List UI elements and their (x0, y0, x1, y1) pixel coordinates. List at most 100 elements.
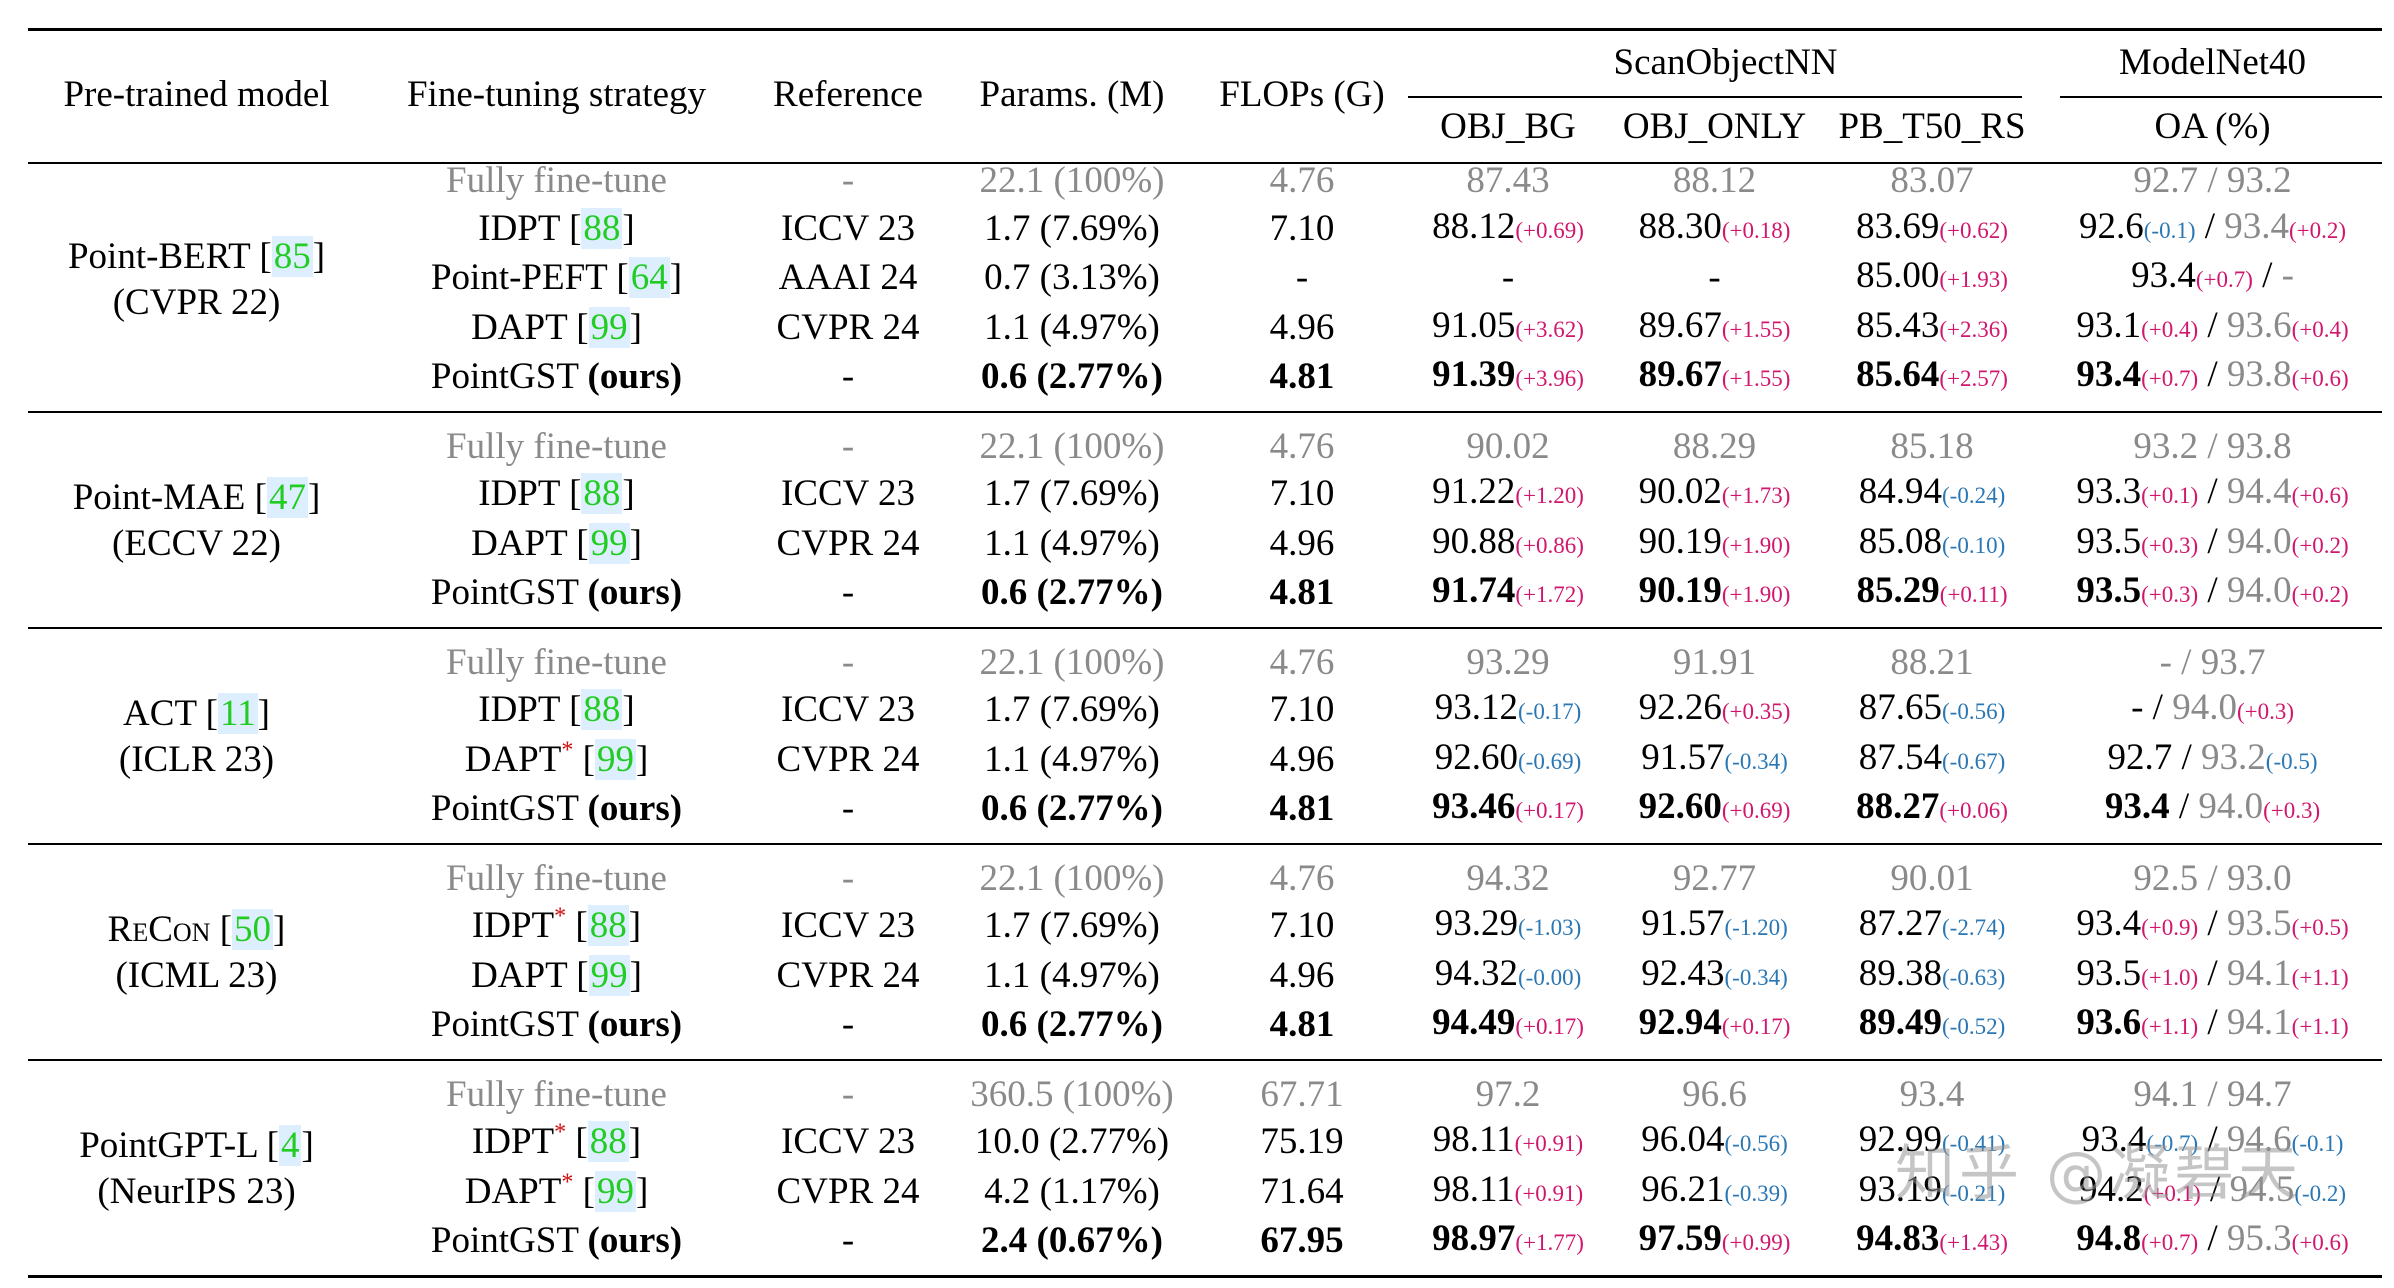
oa-vote-value: 93.2 (2201, 736, 2266, 778)
strategy-cell: Fully fine-tune (365, 640, 748, 686)
oa-scratch-value: 93.5 (2076, 952, 2142, 994)
oa-cell: 92.6(-0.1) / 93.4(+0.2) (2079, 205, 2347, 247)
col-obj-only: OBJ_ONLY (1622, 105, 1807, 147)
flops-cell: 4.81 (1269, 572, 1335, 613)
reference-cell: CVPR 24 (776, 738, 920, 780)
strategy-cell: IDPT [88] (478, 473, 635, 514)
strategy-name: IDPT (478, 473, 560, 514)
citation-link: 88 (581, 473, 623, 514)
delta-value: (+2.57) (1939, 366, 2008, 391)
col-strategy: Fine-tuning strategy (406, 73, 707, 115)
metric-cell: 89.67(+1.55) (1608, 303, 1821, 353)
metric-cell: 88.27(+0.06) (1821, 784, 2043, 834)
strategy-name: DAPT (471, 306, 568, 348)
watermark: 知乎 @凝碧天 (1895, 1139, 2303, 1209)
table-row: Point-PEFT [64] AAAI 24 0.7 (3.13%) - - - 85.0… (28, 253, 2382, 303)
model-venue: (ICLR 23) (118, 738, 275, 780)
oa-vote-value: 94.1 (2226, 952, 2292, 994)
ours-label: (ours) (587, 356, 683, 397)
reference-cell: - (841, 1073, 855, 1115)
metric-cell: 91.39(+3.96) (1408, 352, 1608, 402)
metric-cell: 92.77 (1608, 856, 1821, 902)
metric-cell: 94.32(-0.00) (1408, 951, 1608, 1001)
metric-cell: 83.07 (1821, 158, 2043, 204)
group-separator-rule (28, 842, 2382, 845)
metric-value: 90.88 (1432, 520, 1516, 562)
delta-value: (+1.93) (1939, 267, 2008, 292)
metric-cell: 84.94(-0.24) (1821, 469, 2043, 519)
flops-cell: 67.71 (1260, 1073, 1344, 1115)
metric-value: 93.46 (1432, 786, 1516, 827)
reference-cell: - (841, 356, 855, 397)
oa-vote-value: 94.0 (2198, 786, 2264, 827)
oa-scratch-value: 93.4 (2076, 903, 2142, 944)
delta-value: (-0.67) (1942, 748, 2006, 774)
metric-value: 87.54 (1858, 736, 1943, 778)
metric-cell: 90.02 (1408, 424, 1608, 470)
params-cell: 22.1 (100%) (979, 425, 1165, 467)
delta-value: (+0.69) (1515, 217, 1584, 243)
strategy-cell: IDPT [88] (478, 689, 635, 730)
strategy-cell: IDPT [88] (478, 207, 635, 249)
metric-cell: 93.46(+0.17) (1408, 784, 1608, 834)
spacer-cell (28, 618, 2382, 640)
metric-cell: - (1608, 253, 1821, 303)
oa-scratch-value: 94.1 (2133, 1073, 2199, 1115)
table-row: ACT [11] (ICLR 23) Fully fine-tune - 22.1 (1… (28, 640, 2382, 780)
oa-vote-value: 93.7 (2200, 641, 2266, 683)
reference-cell: - (841, 788, 855, 829)
flops-cell: 4.81 (1269, 356, 1335, 397)
metric-cell: 88.12(+0.69) (1408, 204, 1608, 254)
oa-vote-value: 93.4 (2224, 205, 2290, 247)
metric-cell: 85.08(-0.10) (1821, 519, 2043, 569)
table-row: PointGST (ours) -0.6 (2.77%) 4.81 91.74(+1.… (28, 568, 2382, 618)
oa-cell: - / 94.0(+0.3) (2131, 687, 2294, 728)
metric-cell: 91.57(-1.20) (1608, 901, 1821, 951)
model-name: Point-BERT (67, 236, 251, 278)
metric-cell: 94.83(+1.43) (1821, 1216, 2043, 1266)
metric-value: 91.05 (1432, 304, 1516, 346)
table-row: IDPT* [88] ICCV 23 10.0 (2.77%) 75.19 98.11(… (28, 1117, 2382, 1167)
metric-value: 94.32 (1434, 952, 1518, 994)
metric-cell: 87.65(-0.56) (1821, 685, 2043, 735)
metric-cell: 88.12 (1608, 158, 1821, 204)
oa-cell: 93.4 / 94.0(+0.3) (2104, 786, 2321, 827)
ours-label: (ours) (587, 1220, 683, 1261)
col-pretrained: Pre-trained model (63, 73, 330, 115)
metric-cell: 96.6 (1608, 1072, 1821, 1118)
delta-value: (-2.74) (1942, 915, 2006, 940)
metric-cell: 94.49(+0.17) (1408, 1000, 1608, 1050)
oa-vote-value: 94.1 (2226, 1002, 2292, 1043)
metric-value: 92.99 (1858, 1119, 1943, 1160)
metric-cell: 87.43 (1408, 158, 1608, 204)
params-cell: 0.6 (2.77%) (981, 1004, 1163, 1045)
table-row: DAPT* [99] CVPR 24 1.1 (4.97%) 4.96 92.60(-0… (28, 735, 2382, 785)
metric-cell: 93.12(-0.17) (1408, 685, 1608, 735)
reference-cell: - (841, 1004, 855, 1045)
table-row: IDPT* [88] ICCV 23 1.7 (7.69%) 7.10 93.29(-1… (28, 901, 2382, 951)
asterisk-mark: * (554, 1119, 567, 1146)
col-params: Params. (M) (979, 73, 1165, 115)
metric-cell: 91.74(+1.72) (1408, 568, 1608, 618)
delta-value: (+0.6) (2291, 366, 2349, 391)
model-venue: (NeurIPS 23) (97, 1170, 296, 1212)
delta-value: (+1.55) (1721, 316, 1791, 342)
citation-link: 99 (588, 954, 630, 996)
params-cell: 360.5 (100%) (970, 1073, 1174, 1115)
flops-cell: 4.96 (1269, 306, 1335, 348)
metric-cell: 92.60(-0.69) (1408, 735, 1608, 785)
metric-value: 83.07 (1890, 160, 1974, 201)
flops-cell: 75.19 (1260, 1121, 1344, 1162)
oa-vote-value: 93.5 (2226, 903, 2292, 944)
flops-cell: 4.76 (1269, 857, 1335, 899)
reference-cell: CVPR 24 (776, 1170, 920, 1212)
col-scanobjectnn: ScanObjectNN (1613, 41, 1838, 83)
oa-cell: 93.5(+0.3) / 94.0(+0.2) (2076, 520, 2349, 562)
metric-value: 94.49 (1432, 1002, 1516, 1043)
metric-value: 90.02 (1466, 425, 1550, 467)
strategy-cell: IDPT* [88] (471, 1119, 642, 1162)
oa-cell: 93.4(+0.7) / 93.8(+0.6) (2076, 354, 2349, 395)
metric-value: 91.57 (1641, 903, 1725, 944)
table-row: IDPT [88] ICCV 23 1.7 (7.69%) 7.10 93.12(-0.… (28, 685, 2382, 735)
delta-value: (+0.86) (1515, 532, 1584, 558)
